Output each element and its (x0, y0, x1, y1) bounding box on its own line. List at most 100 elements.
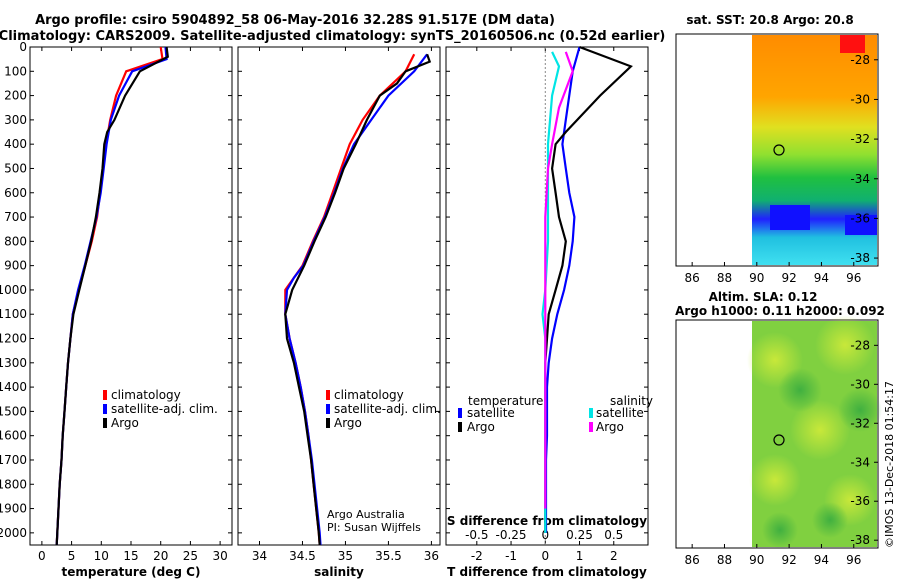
depth-tick-label: 1300 (0, 356, 27, 370)
sst-map-xtick-label: 86 (685, 271, 700, 285)
salinity-xtick-label: 35 (338, 549, 353, 563)
sla-map-ytick-label: -36 (850, 494, 870, 508)
sla-map-xtick-label: 92 (781, 553, 796, 567)
depth-tick-label: 1000 (0, 283, 27, 297)
depth-tick-label: 400 (4, 137, 27, 151)
legend-label: satellite (596, 406, 644, 420)
sla-map-xtick-label: 88 (717, 553, 732, 567)
sst-map-ytick-label: -36 (850, 211, 870, 225)
sla-map-argo-marker (773, 434, 785, 446)
diff-x2tick-label: -0.25 (496, 528, 527, 542)
differences-xtick-label: -2 (471, 549, 483, 563)
sla-map-title: Altim. SLA: 0.12 (709, 290, 818, 304)
legend-swatch (458, 422, 462, 432)
salinity-series-argo (284, 53, 432, 546)
temperature-series-satellite-adj-clim- (55, 46, 168, 546)
sla-map-xtick-label: 86 (685, 553, 700, 567)
sla-map-xtick-label: 94 (814, 553, 829, 567)
legend-swatch (458, 408, 462, 418)
differences-series-salinity-argo (544, 51, 574, 509)
depth-tick-label: 1100 (0, 307, 27, 321)
salinity-xtick-label: 34 (252, 549, 267, 563)
depth-tick-label: 1700 (0, 453, 27, 467)
sst-map-ytick-label: -30 (850, 92, 870, 106)
legend-swatch (103, 390, 107, 400)
legend-label: Argo (111, 416, 139, 430)
salinity-xtick-label: 35.5 (375, 549, 402, 563)
temperature-xtick-label: 0 (38, 549, 46, 563)
legend-swatch (103, 404, 107, 414)
sst-map-xtick-label: 92 (781, 271, 796, 285)
legend-label: satellite-adj. clim. (111, 402, 218, 416)
sla-map-ytick-label: -38 (850, 533, 870, 547)
diff-legend-right-title: salinity (610, 394, 653, 408)
sst-map-ytick-label: -34 (850, 172, 870, 186)
sla-map-ytick-label: -30 (850, 377, 870, 391)
legend-label: Argo (596, 420, 624, 434)
sla-map-xtick-label: 90 (749, 553, 764, 567)
temperature-xtick-label: 20 (153, 549, 168, 563)
sla-map-blobs (747, 315, 882, 548)
diff-x2tick-label: -0.5 (465, 528, 488, 542)
sla-map-ytick-label: -28 (850, 338, 870, 352)
diff-x2tick-label: 0.25 (566, 528, 593, 542)
legend-label: satellite-adj. clim. (334, 402, 441, 416)
legend-swatch (326, 404, 330, 414)
legend-swatch (589, 422, 593, 432)
salinity-xtick-label: 36 (424, 549, 439, 563)
temperature-series-argo (55, 46, 169, 546)
temperature-xtick-label: 5 (68, 549, 76, 563)
profile-panels: 0100200300400500600700800900100011001200… (0, 40, 653, 579)
depth-tick-label: 200 (4, 89, 27, 103)
sst-map-ytick-label: -38 (850, 251, 870, 265)
sst-map: sat. SST: 20.8 Argo: 20.8 86 88 90 92 94 96 -2… (675, 13, 879, 285)
sst-map-cold-patch-2 (845, 215, 877, 235)
sst-map-xtick-label: 90 (749, 271, 764, 285)
depth-tick-label: 300 (4, 113, 27, 127)
legend-label: Argo (334, 416, 362, 430)
legend-swatch (326, 390, 330, 400)
depth-tick-label: 2000 (0, 526, 27, 540)
depth-tick-label: 100 (4, 64, 27, 78)
salinity-panel: 34 34.5 35 35.5 36 salinity climatologysatelli… (237, 46, 441, 579)
legend-swatch (589, 408, 593, 418)
differences-xlabel: T difference from climatology (447, 565, 647, 579)
depth-tick-label: 1800 (0, 477, 27, 491)
sla-map-subtitle: Argo h1000: 0.11 h2000: 0.092 (675, 304, 885, 318)
differences-xtick-label: 2 (610, 549, 618, 563)
depth-tick-label: 1900 (0, 502, 27, 516)
depth-tick-label: 700 (4, 210, 27, 224)
sla-map-ytick-label: -32 (850, 416, 870, 430)
sla-map: Altim. SLA: 0.12 Argo h1000: 0.11 h2000:… (675, 290, 885, 567)
temperature-xtick-label: 25 (183, 549, 198, 563)
legend-label: satellite (467, 406, 515, 420)
sla-map-xtick-label: 96 (846, 553, 861, 567)
sla-map-ytick-label: -34 (850, 455, 870, 469)
sst-map-argo-marker (773, 144, 785, 156)
depth-tick-label: 1400 (0, 380, 27, 394)
legend-swatch (326, 418, 330, 428)
salinity-frame (237, 46, 441, 546)
depth-tick-label: 1600 (0, 429, 27, 443)
sst-map-ytick-label: -28 (850, 53, 870, 67)
sst-map-title: sat. SST: 20.8 Argo: 20.8 (686, 13, 853, 27)
temperature-panel: 0100200300400500600700800900100011001200… (0, 40, 233, 579)
temperature-xtick-label: 10 (94, 549, 109, 563)
credit-line2: PI: Susan Wijffels (327, 521, 421, 534)
sst-map-ytick-label: -32 (850, 132, 870, 146)
salinity-series-climatology (284, 53, 416, 546)
temperature-xtick-label: 30 (212, 549, 227, 563)
depth-tick-label: 900 (4, 259, 27, 273)
credit-line1: Argo Australia (327, 508, 405, 521)
differences-xtick-label: -1 (505, 549, 517, 563)
differences-xtick-label: 0 (541, 549, 549, 563)
legend-label: Argo (467, 420, 495, 434)
depth-tick-label: 500 (4, 161, 27, 175)
sla-map-axes: 86 88 90 92 94 96 -28 -30 -32 -34 -36 -38 (685, 338, 878, 567)
imos-stamp: ©IMOS 13-Dec-2018 01:54:17 (883, 381, 896, 548)
salinity-xtick-label: 34.5 (289, 549, 316, 563)
sst-map-xtick-label: 96 (846, 271, 861, 285)
differences-xtick-label: 1 (576, 549, 584, 563)
